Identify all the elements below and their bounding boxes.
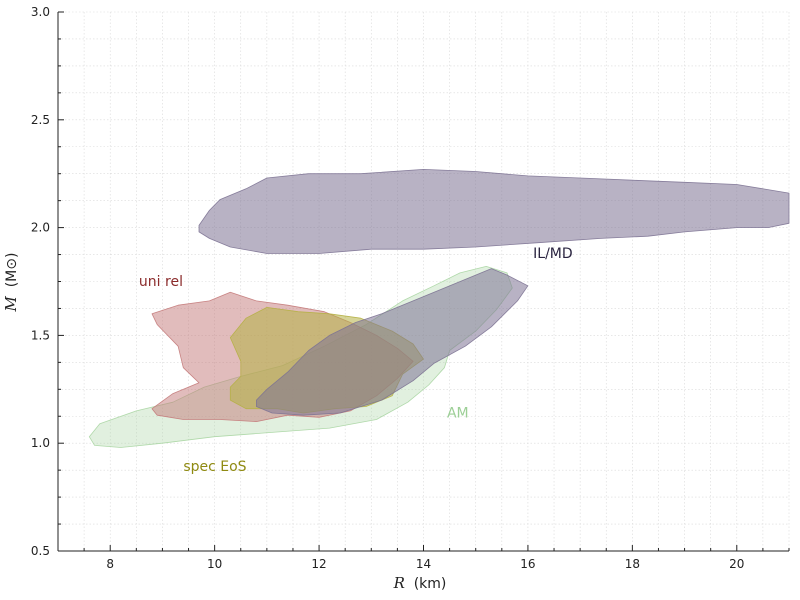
x-tick-label: 16 (520, 557, 535, 571)
x-tick-label: 14 (416, 557, 431, 571)
x-tick-label: 18 (625, 557, 640, 571)
x-tick-label: 12 (311, 557, 326, 571)
x-tick-label: 20 (729, 557, 744, 571)
region-label-am: AM (447, 405, 469, 421)
region-il-md-3 (255, 268, 529, 416)
y-tick-label: 1.5 (31, 328, 50, 342)
x-axis-unit: (km) (414, 576, 447, 592)
region-labels: AM uni rel spec EoS IL/MD (139, 246, 573, 475)
x-tick-label: 8 (106, 557, 114, 571)
y-axis-unit: (M⊙) (4, 253, 20, 288)
region-label-uni-rel: uni rel (139, 274, 183, 290)
x-tick-label: 10 (207, 557, 222, 571)
x-axis-var: R (393, 574, 405, 592)
region-label-spec-eos: spec EoS (183, 459, 246, 475)
y-axis-var: M (2, 295, 20, 312)
region-il-md-4 (198, 168, 790, 254)
y-tick-label: 2.5 (31, 113, 50, 127)
regions (88, 168, 790, 448)
y-tick-label: 3.0 (31, 5, 50, 19)
y-axis-title: M (M⊙) (2, 253, 20, 313)
x-axis-title: R (km) (393, 574, 447, 592)
y-tick-label: 1.0 (31, 436, 50, 450)
axes: 8 10 12 14 16 18 20 0.5 1.0 1.5 2.0 2.5 3.0 (31, 5, 790, 571)
y-tick-label: 0.5 (31, 544, 50, 558)
region-label-il-md: IL/MD (533, 246, 573, 262)
y-tick-label: 2.0 (31, 221, 50, 235)
